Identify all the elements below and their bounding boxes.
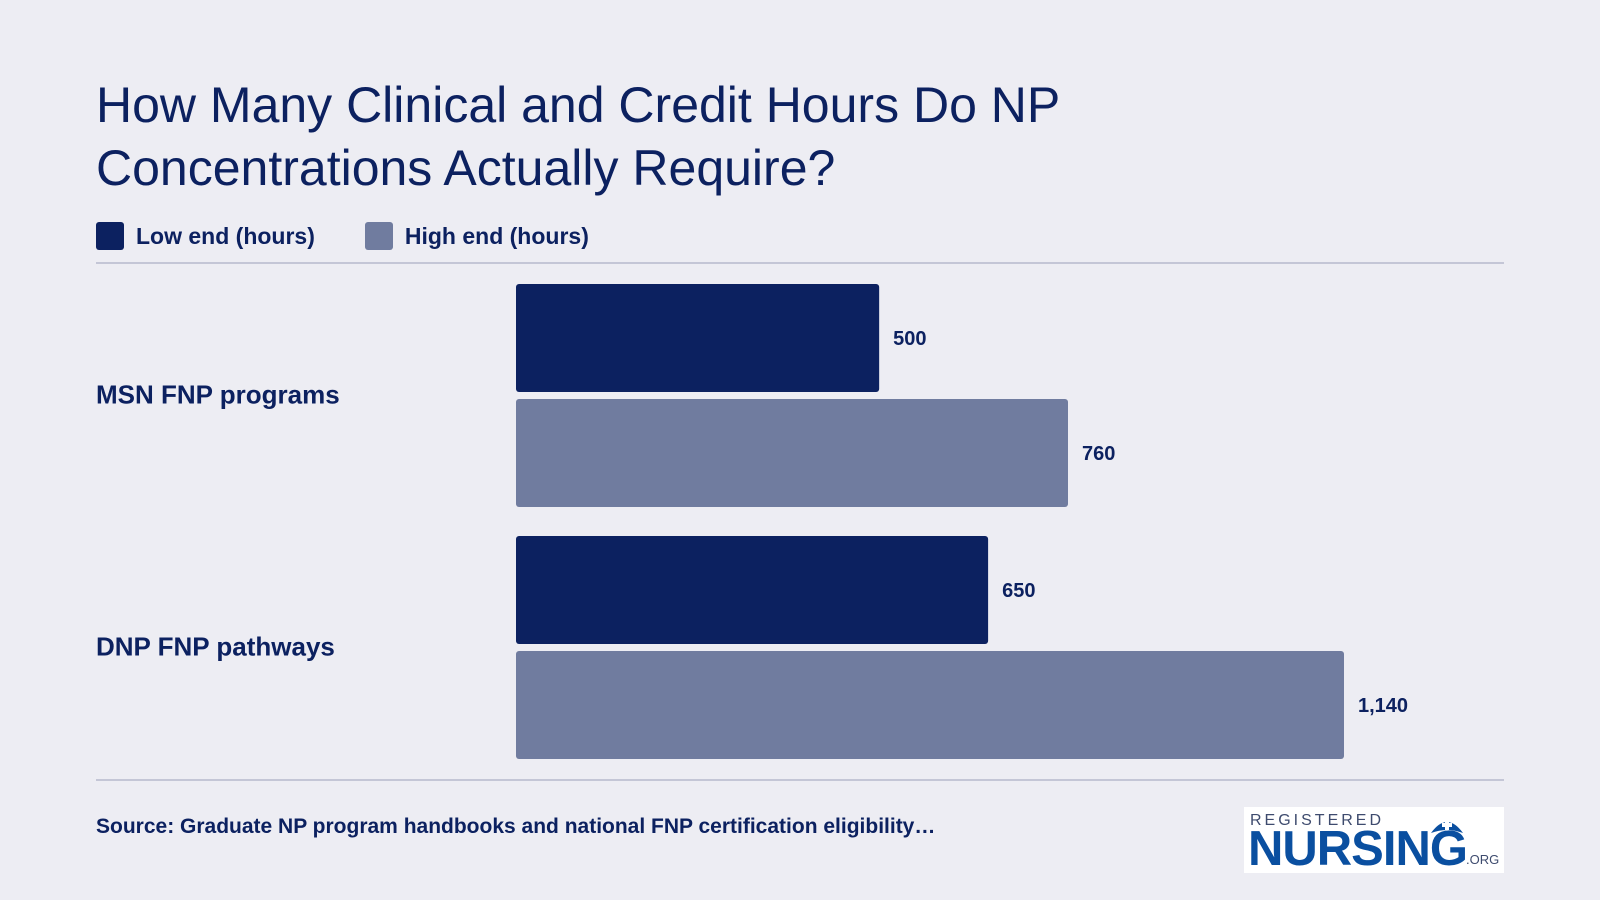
bar-msn-fnp-programs-high xyxy=(516,399,1068,507)
data-label-dnp-fnp-pathways-low: 650 xyxy=(1002,580,1035,602)
logo-main-text: NURSING xyxy=(1248,822,1468,876)
registered-nursing-logo: REGISTERED NURSING .ORG xyxy=(1244,807,1504,876)
legend-swatch-high xyxy=(364,222,393,250)
legend-item-high: High end (hours) xyxy=(364,222,589,250)
chart-title: How Many Clinical and Credit Hours Do NP… xyxy=(96,77,1060,196)
legend-item-low: Low end (hours) xyxy=(96,222,315,250)
category-label-dnp-fnp-pathways: DNP FNP pathways xyxy=(96,632,335,662)
legend-label-low: Low end (hours) xyxy=(136,222,315,249)
data-label-msn-fnp-programs-low: 500 xyxy=(893,328,926,350)
bar-dnp-fnp-pathways-high xyxy=(516,651,1344,759)
data-label-dnp-fnp-pathways-high: 1,140 xyxy=(1358,695,1408,717)
category-label-msn-fnp-programs: MSN FNP programs xyxy=(96,380,340,410)
logo-top-text: REGISTERED xyxy=(1250,812,1385,829)
legend-label-high: High end (hours) xyxy=(404,222,589,249)
legend: Low end (hours) High end (hours) xyxy=(96,222,639,250)
source-note: Source: Graduate NP program handbooks an… xyxy=(96,815,936,838)
data-label-msn-fnp-programs-high: 760 xyxy=(1082,443,1115,465)
legend-swatch-low xyxy=(96,222,124,250)
bar-msn-fnp-programs-low xyxy=(516,284,880,392)
bar-dnp-fnp-pathways-low xyxy=(516,536,989,644)
nurse-cap-icon xyxy=(1431,820,1463,833)
bottom-divider xyxy=(96,779,1504,781)
top-divider xyxy=(96,262,1504,264)
logo-org-text: .ORG xyxy=(1466,852,1500,867)
